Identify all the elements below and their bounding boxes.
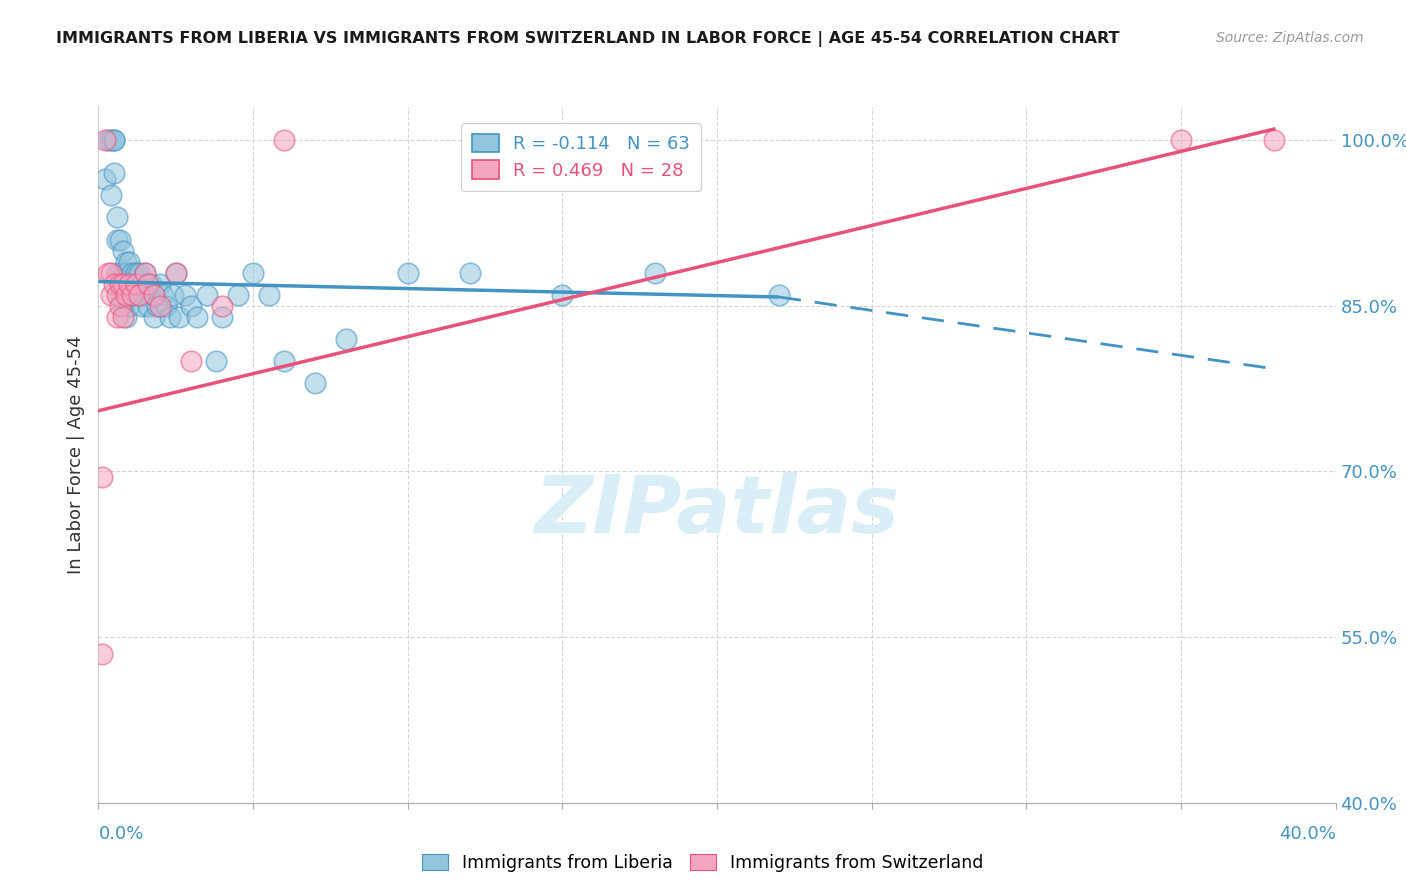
Point <box>304 376 326 391</box>
Point <box>118 254 141 268</box>
Point <box>93 171 115 186</box>
Point <box>149 299 172 313</box>
Point <box>211 299 233 313</box>
Text: 40.0%: 40.0% <box>1279 825 1336 843</box>
Point <box>167 310 190 324</box>
Point <box>105 266 128 280</box>
Point <box>152 287 174 301</box>
Point <box>134 266 156 280</box>
Point <box>226 287 249 301</box>
Point <box>146 299 169 313</box>
Point <box>136 299 159 313</box>
Point <box>273 354 295 368</box>
Point <box>90 470 112 484</box>
Point <box>128 287 150 301</box>
Point <box>118 277 141 291</box>
Point <box>115 266 138 280</box>
Point <box>115 287 138 301</box>
Point <box>155 299 177 313</box>
Point <box>180 354 202 368</box>
Point <box>165 266 187 280</box>
Text: IMMIGRANTS FROM LIBERIA VS IMMIGRANTS FROM SWITZERLAND IN LABOR FORCE | AGE 45-5: IMMIGRANTS FROM LIBERIA VS IMMIGRANTS FR… <box>56 31 1119 47</box>
Point <box>335 332 357 346</box>
Text: Source: ZipAtlas.com: Source: ZipAtlas.com <box>1216 31 1364 45</box>
Point <box>90 647 112 661</box>
Point <box>136 277 159 291</box>
Point <box>100 188 122 202</box>
Point <box>1263 133 1285 147</box>
Point <box>136 277 159 291</box>
Point <box>124 266 146 280</box>
Point <box>118 299 141 313</box>
Point <box>112 299 135 313</box>
Point <box>105 233 128 247</box>
Point <box>124 277 146 291</box>
Point <box>124 287 146 301</box>
Point <box>458 266 481 280</box>
Point <box>273 133 295 147</box>
Point <box>186 310 208 324</box>
Point <box>121 266 143 280</box>
Point <box>165 266 187 280</box>
Point <box>205 354 228 368</box>
Point <box>211 310 233 324</box>
Point <box>115 254 138 268</box>
Point <box>396 266 419 280</box>
Point <box>108 287 131 301</box>
Point <box>1170 133 1192 147</box>
Point <box>131 277 153 291</box>
Text: ZIPatlas: ZIPatlas <box>534 472 900 549</box>
Point <box>100 266 122 280</box>
Y-axis label: In Labor Force | Age 45-54: In Labor Force | Age 45-54 <box>66 335 84 574</box>
Point <box>103 133 125 147</box>
Point <box>195 287 218 301</box>
Point <box>105 211 128 225</box>
Point <box>100 133 122 147</box>
Point <box>93 133 115 147</box>
Point <box>551 287 574 301</box>
Point <box>105 287 128 301</box>
Point <box>103 166 125 180</box>
Point <box>174 287 197 301</box>
Point <box>108 277 131 291</box>
Point <box>139 277 162 291</box>
Point <box>180 299 202 313</box>
Point <box>131 299 153 313</box>
Point <box>115 287 138 301</box>
Point <box>121 287 143 301</box>
Point <box>103 277 125 291</box>
Point <box>242 266 264 280</box>
Point <box>143 310 166 324</box>
Point <box>162 287 184 301</box>
Point <box>128 266 150 280</box>
Point <box>149 277 172 291</box>
Point <box>108 233 131 247</box>
Point <box>644 266 666 280</box>
Point <box>118 277 141 291</box>
Point <box>108 266 131 280</box>
Point <box>143 287 166 301</box>
Point <box>115 310 138 324</box>
Point <box>100 287 122 301</box>
Point <box>97 133 120 147</box>
Point <box>159 310 181 324</box>
Point <box>768 287 790 301</box>
Point <box>134 266 156 280</box>
Point <box>105 310 128 324</box>
Point <box>97 266 120 280</box>
Point <box>128 287 150 301</box>
Point <box>143 287 166 301</box>
Point <box>112 266 135 280</box>
Legend: R = -0.114   N = 63, R = 0.469   N = 28: R = -0.114 N = 63, R = 0.469 N = 28 <box>461 123 702 191</box>
Point <box>112 244 135 258</box>
Point <box>121 287 143 301</box>
Point <box>112 310 135 324</box>
Point <box>257 287 280 301</box>
Legend: Immigrants from Liberia, Immigrants from Switzerland: Immigrants from Liberia, Immigrants from… <box>415 847 991 879</box>
Point <box>134 287 156 301</box>
Point <box>103 133 125 147</box>
Point <box>112 277 135 291</box>
Point <box>108 299 131 313</box>
Text: 0.0%: 0.0% <box>98 825 143 843</box>
